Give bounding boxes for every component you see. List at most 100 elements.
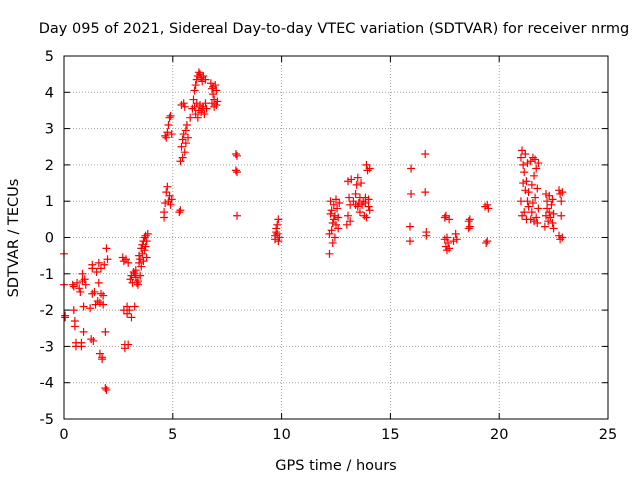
data-point [524,188,533,197]
data-point [231,166,240,175]
data-point [273,220,282,229]
data-point [129,267,138,276]
data-point [178,153,187,162]
data-point [364,202,373,211]
data-point [328,238,337,247]
data-point [558,233,567,242]
data-point [90,287,99,296]
chart-title: Day 095 of 2021, Sidereal Day-to-day VTE… [39,21,630,37]
data-point [329,215,338,224]
data-point [133,277,142,286]
data-point [190,102,199,111]
data-point [86,304,95,313]
data-point [442,233,451,242]
data-point [130,269,139,278]
data-point [465,215,474,224]
data-point [79,302,88,311]
data-point [175,208,184,217]
y-tick-label: 1 [45,194,54,210]
x-tick-labels: 0 5 10 15 20 25 [59,427,617,443]
data-point [346,217,355,226]
data-point [161,131,170,140]
data-point [191,81,200,90]
data-point [273,229,282,238]
y-tick-label: 4 [45,85,54,101]
data-point [549,224,558,233]
data-point [357,179,366,188]
data-point [274,215,283,224]
data-point [132,278,141,287]
data-point [421,150,430,159]
data-point [327,226,336,235]
data-point [101,327,110,336]
data-point [166,111,175,120]
data-point [540,222,549,231]
data-point [127,313,136,322]
data-point [464,224,473,233]
data-point [345,193,354,202]
data-point [101,384,110,393]
data-point [125,306,134,315]
data-point [327,206,336,215]
data-point [325,229,334,238]
data-point [353,202,362,211]
data-point [213,97,222,106]
data-point [365,206,374,215]
data-point [165,113,174,122]
data-point [363,166,372,175]
data-point [100,260,109,269]
data-point [444,238,453,247]
data-point [167,130,176,139]
data-point [530,171,539,180]
data-point [524,202,533,211]
x-tick-label: 15 [381,427,399,443]
data-point [347,175,356,184]
y-tick-label: 5 [45,49,54,65]
data-point [79,327,88,336]
data-point [143,229,152,238]
data-point [355,208,364,217]
data-point [162,133,171,142]
data-point [484,204,493,213]
data-point [440,213,449,222]
data-point [179,99,188,108]
data-point [102,385,111,394]
data-point [181,126,190,135]
data-point [343,211,352,220]
data-point [407,164,416,173]
data-point [365,164,374,173]
data-point [364,195,373,204]
data-point [351,189,360,198]
data-point [102,244,111,253]
data-point [192,75,201,84]
data-point [91,300,100,309]
data-point [333,204,342,213]
data-point [545,208,554,217]
data-point [95,349,104,358]
y-tick-label: 3 [45,122,54,138]
data-point [272,228,281,237]
x-tick-label: 5 [168,427,177,443]
data-point [99,291,108,300]
data-point [193,113,202,122]
data-point [232,151,241,160]
data-point [534,204,543,213]
data-point [528,199,537,208]
data-point [70,322,79,331]
y-tick-labels: -5 -4 -3 -2 -1 0 1 2 3 4 5 [40,49,54,428]
data-point [353,173,362,182]
data-point [180,102,189,111]
data-point [202,104,211,113]
data-point [211,81,220,90]
data-point [200,110,209,119]
data-point [142,237,151,246]
data-point [556,189,565,198]
data-point [182,120,191,129]
data-point [335,199,344,208]
data-point [543,197,552,206]
data-point [522,177,531,186]
data-point [206,79,215,88]
data-point [483,237,492,246]
x-axis-label: GPS time / hours [275,458,396,474]
